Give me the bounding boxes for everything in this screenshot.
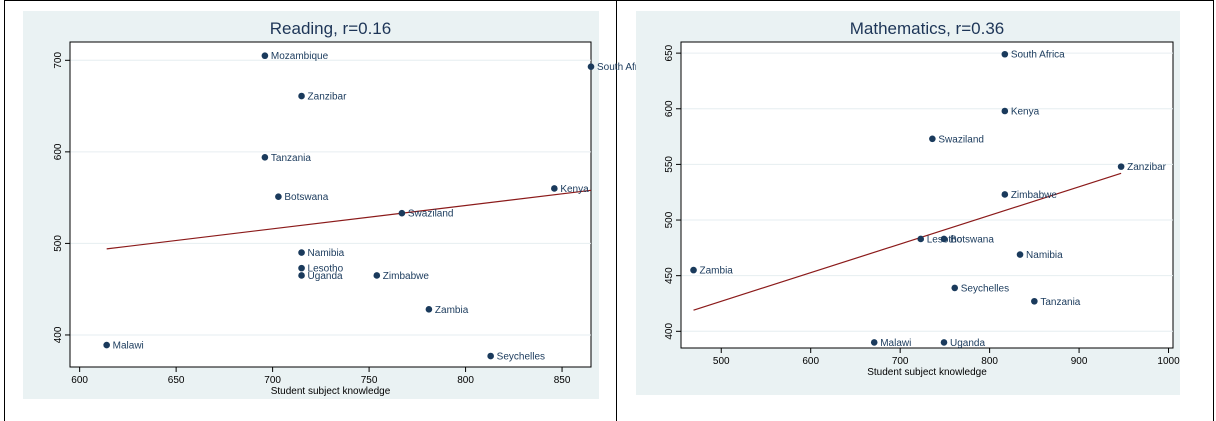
figure-frame <box>4 0 1214 421</box>
math-point-label: Zambia <box>700 266 734 277</box>
reading-point-label: Mozambique <box>271 51 329 62</box>
math-chart-title: Mathematics, r=0.36 <box>850 19 1005 38</box>
reading-x-tick-label: 800 <box>457 375 474 386</box>
reading-point-label: Namibia <box>308 248 345 259</box>
reading-plot-area <box>69 41 592 368</box>
reading-y-tick-label: 600 <box>53 143 64 160</box>
math-point-kenya <box>1001 107 1009 115</box>
math-y-tick-label: 550 <box>664 156 675 173</box>
reading-point-tanzania <box>261 154 269 161</box>
math-x-tick-label: 800 <box>981 356 998 367</box>
math-point-uganda <box>940 339 948 346</box>
reading-point-label: Zanzibar <box>308 92 348 103</box>
math-point-zimbabwe <box>1001 191 1009 198</box>
reading-point-zambia <box>425 306 433 313</box>
math-point-label: Namibia <box>1026 250 1063 261</box>
reading-x-tick-label: 600 <box>71 375 88 386</box>
math-point-label: Malawi <box>880 338 911 349</box>
reading-point-malawi <box>103 341 110 349</box>
math-x-tick-label: 500 <box>713 356 730 367</box>
math-x-tick-label: 700 <box>892 356 909 367</box>
reading-point-zanzibar <box>298 92 305 100</box>
math-y-tick-label: 450 <box>664 267 675 284</box>
math-x-tick-label: 1000 <box>1157 356 1180 367</box>
reading-point-zimbabwe <box>373 272 381 279</box>
math-point-label: Swaziland <box>938 134 984 145</box>
math-plot-area <box>680 41 1174 349</box>
reading-point-label: Malawi <box>113 341 144 352</box>
mathematics-chart: Mathematics, r=0.36 400 450 500 550 600 650 500… <box>664 19 1180 378</box>
math-point-label: Tanzania <box>1040 297 1080 308</box>
reading-point-uganda <box>298 272 305 279</box>
math-y-tick-label: 650 <box>664 44 675 61</box>
math-point-label: Seychelles <box>961 283 1009 294</box>
reading-x-tick-label: 700 <box>264 375 281 386</box>
math-point-malawi <box>870 339 878 346</box>
reading-y-tick-label: 500 <box>53 235 64 252</box>
math-point-label: Kenya <box>1011 106 1040 117</box>
math-point-label: Uganda <box>950 338 985 349</box>
reading-x-axis-title: Student subject knowledge <box>271 386 391 397</box>
math-y-tick-label: 400 <box>664 323 675 340</box>
reading-chart-panel: Reading, r=0.16 400 500 600 700 600 650 700 750 8… <box>23 11 651 399</box>
reading-point-label: Uganda <box>308 271 343 282</box>
reading-x-tick-label: 850 <box>554 375 571 386</box>
math-point-south-africa <box>1001 50 1009 58</box>
reading-chart-title: Reading, r=0.16 <box>270 19 391 38</box>
reading-chart: Reading, r=0.16 400 500 600 700 600 650 700 750 8… <box>53 19 651 397</box>
reading-point-botswana <box>275 193 282 201</box>
reading-x-tick-label: 750 <box>361 375 378 386</box>
math-point-zanzibar <box>1117 163 1125 170</box>
reading-point-mozambique <box>261 52 269 60</box>
math-point-seychelles <box>951 284 959 292</box>
math-y-tick-label: 600 <box>664 100 675 117</box>
panel-divider <box>616 0 617 421</box>
reading-y-tick-label: 700 <box>53 52 64 69</box>
math-point-label: Zanzibar <box>1127 162 1167 173</box>
reading-point-south-africa <box>587 63 595 71</box>
reading-point-label: Seychelles <box>497 352 545 363</box>
reading-point-lesotho <box>298 264 305 272</box>
math-x-axis-title: Student subject knowledge <box>867 367 987 378</box>
reading-point-label: Swaziland <box>408 209 454 220</box>
reading-point-namibia <box>298 249 305 256</box>
reading-point-label: Kenya <box>560 184 589 195</box>
math-x-tick-label: 600 <box>802 356 819 367</box>
math-point-zambia <box>690 266 697 274</box>
reading-point-kenya <box>551 185 558 192</box>
reading-point-label: Lesotho <box>308 264 344 275</box>
reading-x-tick-label: 650 <box>168 375 185 386</box>
math-point-tanzania <box>1031 297 1038 305</box>
reading-point-swaziland <box>398 209 406 217</box>
reading-point-label: Tanzania <box>271 153 311 164</box>
reading-point-label: South Africa <box>597 62 651 73</box>
math-point-label: South Africa <box>1011 50 1065 61</box>
math-point-botswana <box>940 235 948 243</box>
math-point-namibia <box>1016 251 1024 258</box>
reading-point-label: Zimbabwe <box>383 271 430 282</box>
math-point-lesotho <box>917 235 925 243</box>
math-x-tick-label: 900 <box>1071 356 1088 367</box>
reading-y-tick-label: 400 <box>53 326 64 343</box>
math-point-label: Botswana <box>950 234 994 245</box>
reading-point-label: Zambia <box>435 305 469 316</box>
math-point-label: Zimbabwe <box>1011 190 1058 201</box>
math-point-swaziland <box>929 135 936 143</box>
reading-point-seychelles <box>487 352 494 360</box>
math-fit-line <box>693 172 1122 311</box>
math-y-tick-label: 500 <box>664 211 675 228</box>
reading-point-label: Botswana <box>284 192 328 203</box>
reading-fit-line <box>106 189 592 250</box>
mathematics-chart-panel: Mathematics, r=0.36 400 450 500 550 600 650 500… <box>636 11 1180 395</box>
